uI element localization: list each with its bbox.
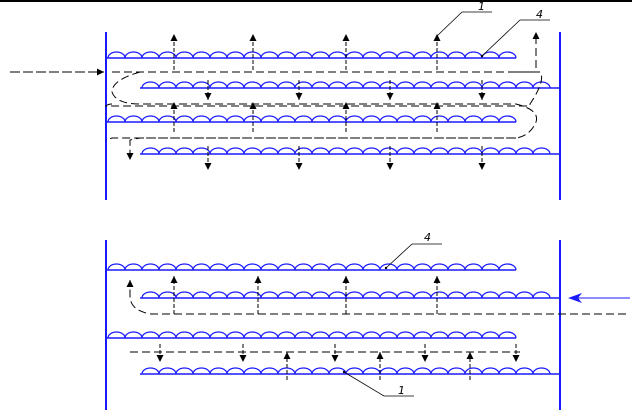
bottom-inlet-arrow bbox=[568, 293, 630, 303]
top-border bbox=[0, 0, 632, 2]
plate-row-4 bbox=[140, 147, 560, 155]
plate-row-3 bbox=[106, 115, 517, 123]
top-up-arrows-row3 bbox=[170, 102, 441, 132]
callout-label-1: 1 bbox=[478, 0, 485, 13]
bubble-cap-row bbox=[107, 51, 517, 59]
callout-bottom-slot: 4 bbox=[384, 231, 442, 270]
top-down-arrows-row4 bbox=[204, 146, 486, 170]
bottom-up-arrows-row2 bbox=[170, 276, 441, 314]
flow-path-top bbox=[104, 71, 543, 107]
top-down-arrows-row2 bbox=[204, 80, 486, 100]
plate-row-b1 bbox=[106, 263, 517, 271]
top-up-arrows bbox=[170, 34, 441, 70]
top-assembly: 1 4 bbox=[10, 0, 561, 200]
bubble-cap-row bbox=[141, 291, 551, 299]
plate-row-1 bbox=[106, 51, 517, 59]
flow-path-bottom-main bbox=[126, 280, 626, 315]
bubble-cap-row bbox=[141, 147, 551, 155]
callout-label-4b: 4 bbox=[424, 231, 431, 244]
bubble-cap-row bbox=[141, 81, 551, 89]
bottom-assembly: 4 1 bbox=[105, 231, 630, 410]
flow-path-top-right-up bbox=[516, 32, 540, 73]
bubble-cap-row bbox=[141, 367, 551, 375]
bubble-cap-row bbox=[107, 263, 517, 271]
bottom-down-arrows-row3 bbox=[156, 344, 520, 362]
flow-path-top-exit bbox=[126, 137, 516, 160]
bubble-cap-row bbox=[107, 331, 517, 339]
callout-top-plate: 1 bbox=[436, 0, 492, 37]
bubble-cap-row bbox=[107, 115, 517, 123]
plate-row-b2 bbox=[140, 291, 560, 299]
plate-row-b4 bbox=[140, 367, 560, 375]
callout-label-4: 4 bbox=[536, 8, 543, 21]
flow-path-top-left-loop bbox=[105, 71, 538, 141]
plate-row-2 bbox=[140, 81, 560, 89]
plate-row-b3 bbox=[106, 331, 517, 339]
callout-label-1b: 1 bbox=[398, 384, 405, 397]
callout-bottom-plate: 1 bbox=[342, 370, 414, 397]
callout-top-slot: 4 bbox=[480, 8, 550, 58]
bottom-up-arrows-row4 bbox=[283, 352, 474, 380]
